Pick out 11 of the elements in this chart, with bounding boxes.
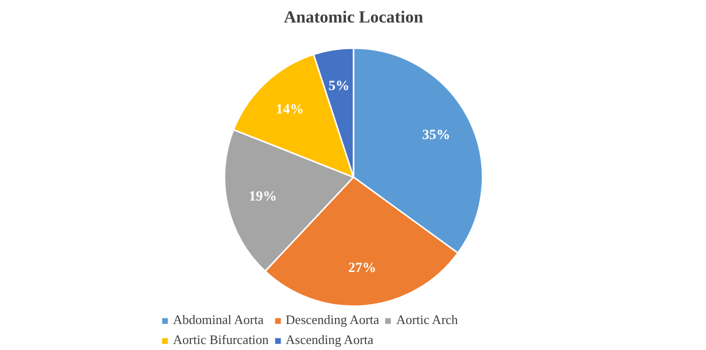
legend-label: Ascending Aorta <box>286 332 374 348</box>
data-label: 27% <box>348 261 376 276</box>
data-label: 14% <box>276 102 304 118</box>
data-label: 5% <box>328 78 350 94</box>
legend-label: Abdominal Aorta <box>173 312 264 328</box>
legend-label: Aortic Bifurcation <box>173 332 269 348</box>
legend-label: Descending Aorta <box>286 312 380 328</box>
legend-label: Aortic Arch <box>396 312 458 328</box>
data-label: 19% <box>248 190 277 205</box>
chart-title: Anatomic Location <box>284 8 424 26</box>
data-label: 35% <box>422 128 450 143</box>
